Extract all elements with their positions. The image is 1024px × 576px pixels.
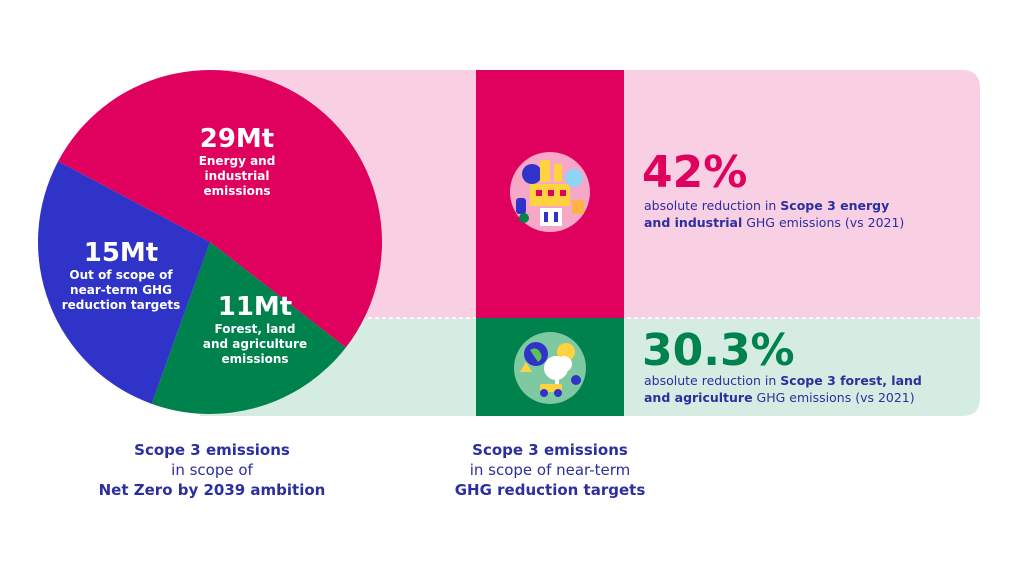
- pie-label-energy: 29Mt Energy and industrial emissions: [182, 124, 292, 199]
- energy-target-description: absolute reduction in Scope 3 energy and…: [644, 197, 974, 231]
- energy-line-1: Energy and: [198, 154, 276, 168]
- out-of-scope-line-1: Out of scope of: [69, 268, 173, 282]
- caption-left-line-1: Scope 3 emissions: [134, 441, 290, 459]
- forest-line-3: emissions: [221, 352, 289, 366]
- energy-industry-icon: [510, 152, 590, 232]
- energy-line-3: emissions: [203, 184, 271, 198]
- forest-line-1: Forest, land: [214, 322, 296, 336]
- out-of-scope-value: 15Mt: [83, 238, 159, 268]
- caption-right-line-3: GHG reduction targets: [454, 481, 646, 499]
- forest-value: 11Mt: [217, 292, 293, 322]
- forest-target-description: absolute reduction in Scope 3 forest, la…: [644, 372, 974, 406]
- energy-desc-bold1: Scope 3 energy: [780, 198, 890, 213]
- forest-desc-post: GHG emissions (vs 2021): [752, 390, 915, 405]
- energy-desc-bold2: and industrial: [644, 215, 743, 230]
- pie-slice-energy: [58, 69, 382, 348]
- energy-value: 29Mt: [199, 124, 275, 154]
- caption-left-line-3: Net Zero by 2039 ambition: [98, 481, 326, 499]
- out-of-scope-line-3: reduction targets: [61, 298, 181, 312]
- pie-label-forest: 11Mt Forest, land and agriculture emissi…: [200, 292, 310, 367]
- pie-label-out-of-scope: 15Mt Out of scope of near-term GHG reduc…: [58, 238, 184, 313]
- caption-right-line-2: in scope of near-term: [469, 461, 631, 479]
- energy-target-percent: 42%: [642, 147, 748, 198]
- forest-target-percent: 30.3%: [642, 325, 795, 376]
- forest-desc-bold2: and agriculture: [644, 390, 753, 405]
- pie-slice-out-of-scope: [37, 161, 210, 404]
- energy-line-2: industrial: [204, 169, 270, 183]
- out-of-scope-line-2: near-term GHG: [70, 283, 172, 297]
- forest-desc-pre: absolute reduction in: [644, 373, 781, 388]
- forest-desc-bold1: Scope 3 forest, land: [780, 373, 922, 388]
- caption-right: Scope 3 emissions in scope of near-term …: [430, 440, 670, 500]
- energy-desc-post: GHG emissions (vs 2021): [742, 215, 905, 230]
- pie-slice-forest: [151, 242, 346, 415]
- forest-line-2: and agriculture: [202, 337, 308, 351]
- caption-left-line-2: in scope of: [171, 461, 253, 479]
- forest-agriculture-icon: [514, 332, 586, 404]
- caption-right-line-1: Scope 3 emissions: [472, 441, 628, 459]
- energy-desc-pre: absolute reduction in: [644, 198, 781, 213]
- caption-left: Scope 3 emissions in scope of Net Zero b…: [92, 440, 332, 500]
- scope3-pie: [37, 69, 382, 415]
